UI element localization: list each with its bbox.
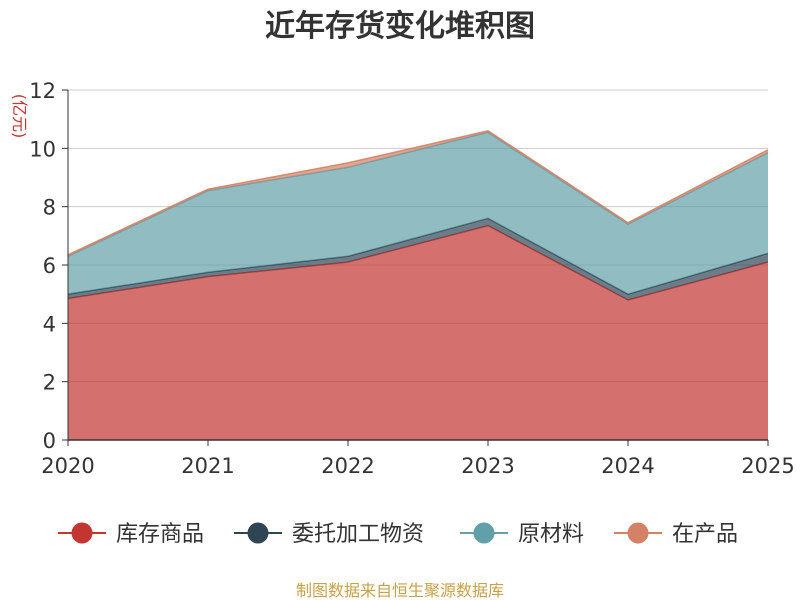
legend-label: 库存商品 bbox=[116, 522, 204, 547]
legend-item[interactable]: 委托加工物资 bbox=[234, 522, 424, 547]
y-tick-label: 2 bbox=[43, 371, 56, 395]
x-tick-label: 2025 bbox=[741, 454, 794, 478]
legend-label: 委托加工物资 bbox=[292, 522, 424, 547]
area-series-line-3 bbox=[67, 130, 769, 256]
x-tick-label: 2020 bbox=[41, 454, 94, 478]
y-tick-label: 8 bbox=[43, 196, 56, 220]
legend-item[interactable]: 在产品 bbox=[614, 522, 738, 547]
y-axis-unit: (亿元) bbox=[10, 94, 29, 139]
legend-marker bbox=[247, 522, 269, 544]
legend[interactable]: 库存商品 委托加工物资 原材料 在产品 bbox=[58, 522, 738, 547]
area-series-2 bbox=[68, 132, 768, 295]
x-tick-label: 2023 bbox=[461, 454, 514, 478]
area-series-0 bbox=[68, 225, 768, 440]
y-tick-label: 12 bbox=[29, 79, 56, 103]
axes: 0 2 4 6 8 10 12 2020 2021 2022 2023 2024 2025 bbox=[29, 79, 794, 478]
legend-label: 原材料 bbox=[518, 522, 584, 547]
legend-item[interactable]: 库存商品 bbox=[58, 522, 204, 547]
legend-marker bbox=[473, 522, 495, 544]
y-tick-label: 6 bbox=[43, 254, 56, 278]
chart-title: 近年存货变化堆积图 bbox=[265, 9, 535, 44]
y-tick-label: 4 bbox=[43, 312, 56, 336]
y-tick-label: 10 bbox=[29, 137, 56, 161]
y-tick-label: 0 bbox=[43, 429, 56, 453]
legend-item[interactable]: 原材料 bbox=[460, 522, 584, 547]
legend-marker bbox=[627, 522, 649, 544]
x-tick-label: 2021 bbox=[181, 454, 234, 478]
x-tick-label: 2024 bbox=[601, 454, 654, 478]
legend-marker bbox=[71, 522, 93, 544]
area-series-1 bbox=[68, 218, 768, 300]
x-tick-label: 2022 bbox=[321, 454, 374, 478]
legend-label: 在产品 bbox=[672, 522, 738, 547]
series-areas bbox=[67, 130, 769, 440]
data-source-note: 制图数据来自恒生聚源数据库 bbox=[296, 581, 504, 600]
area-series-line-2 bbox=[67, 131, 769, 257]
